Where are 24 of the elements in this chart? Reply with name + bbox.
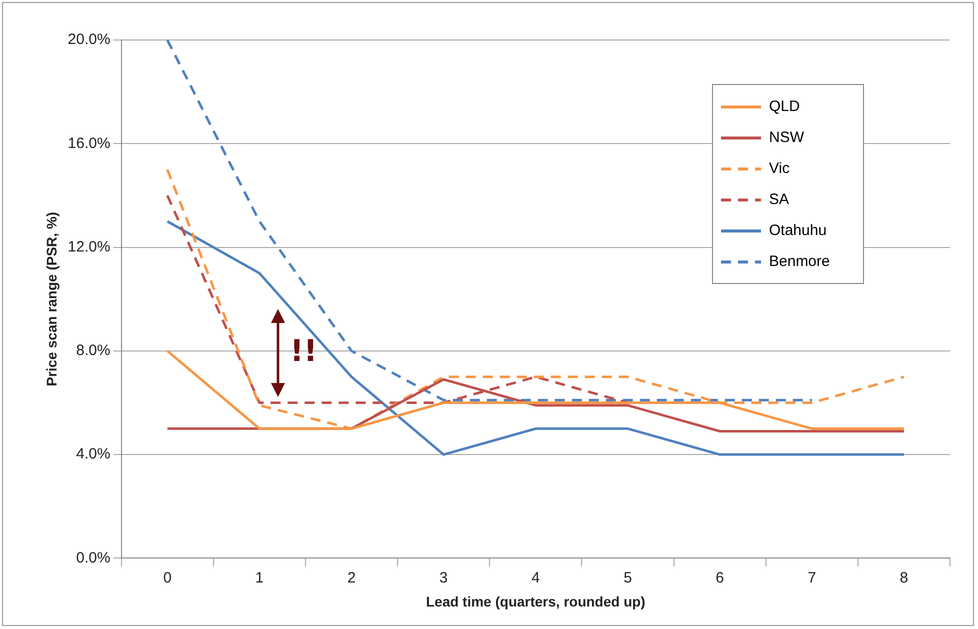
legend-label: SA bbox=[769, 191, 790, 208]
x-tick-label: 3 bbox=[439, 569, 448, 586]
x-tick-label: 7 bbox=[808, 569, 816, 586]
legend-label: QLD bbox=[769, 98, 800, 115]
y-tick-label: 16.0% bbox=[68, 134, 110, 152]
y-axis-title: Price scan range (PSR, %) bbox=[43, 212, 60, 386]
legend-label: Otahuhu bbox=[769, 222, 827, 239]
annotation: !! bbox=[290, 334, 318, 369]
x-axis-title: Lead time (quarters, rounded up) bbox=[426, 593, 646, 610]
y-tick-label: 12.0% bbox=[68, 238, 110, 256]
x-tick-label: 2 bbox=[347, 569, 356, 586]
x-tick-label: 6 bbox=[716, 569, 724, 586]
y-tick-label: 0.0% bbox=[76, 549, 110, 566]
y-tick-label: 8.0% bbox=[76, 342, 110, 360]
legend-label: Benmore bbox=[769, 253, 830, 270]
x-tick-label: 1 bbox=[255, 569, 264, 586]
y-tick-label: 20.0% bbox=[68, 31, 110, 48]
x-tick-label: 0 bbox=[163, 569, 172, 586]
legend-label: NSW bbox=[769, 129, 804, 146]
x-tick-label: 4 bbox=[531, 569, 540, 586]
legend-label: Vic bbox=[769, 160, 790, 177]
y-tick-label: 4.0% bbox=[76, 446, 110, 463]
x-tick-label: 8 bbox=[900, 569, 908, 586]
x-tick-label: 5 bbox=[624, 569, 632, 586]
